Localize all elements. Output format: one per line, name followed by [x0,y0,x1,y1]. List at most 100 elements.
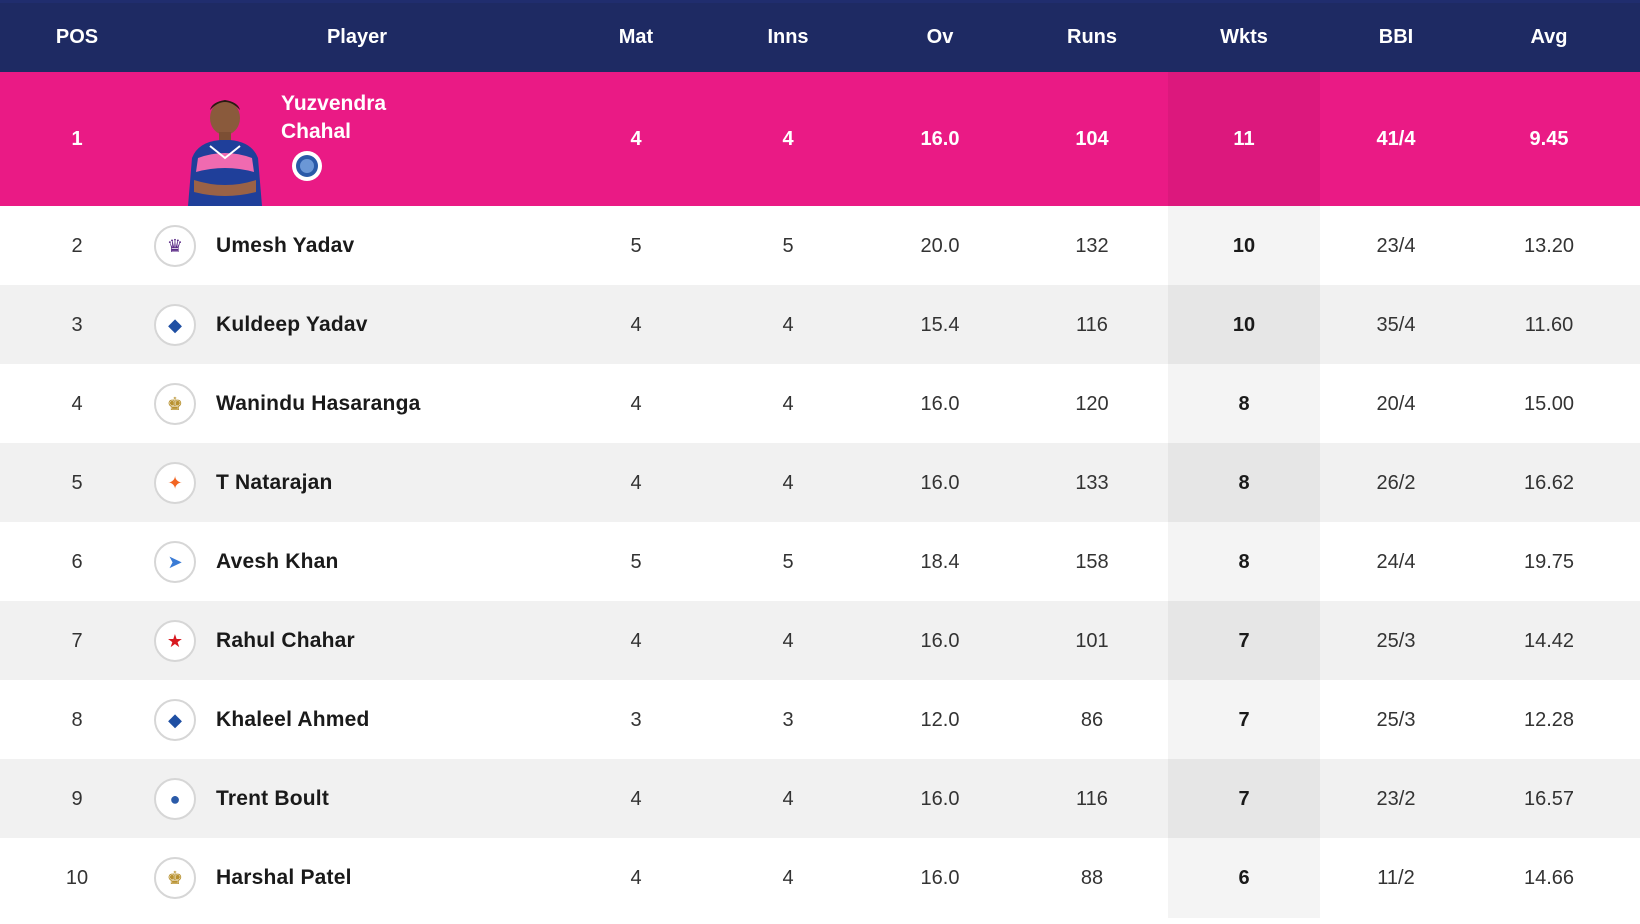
wkts-highlight-band [1168,285,1320,365]
col-header-avg[interactable]: Avg [1530,26,1568,48]
player-cell[interactable]: ♚ Harshal Patel [150,838,590,918]
col-header-player[interactable]: Player [326,26,388,48]
pos-cell: 10 [65,866,89,889]
runs-cell: 133 [1075,471,1109,494]
col-header-pos[interactable]: POS [55,26,99,48]
col-header-inns[interactable]: Inns [767,26,809,48]
avg-cell: 14.42 [1523,629,1575,652]
delhi-capitals-logo-icon: ◆ [154,304,196,346]
player-name[interactable]: Trent Boult [216,787,330,810]
inns-cell: 5 [782,550,794,573]
mat-cell: 4 [630,787,642,810]
player-cell[interactable]: ◆ Kuldeep Yadav [150,285,590,365]
ov-cell: 18.4 [920,550,960,573]
inns-cell: 4 [782,471,794,494]
leader-row[interactable]: 1 Yuzvendra Chahal 4 4 16.0 104 11 41/4 [0,72,1640,206]
player-name[interactable]: Rahul Chahar [216,629,355,652]
player-cell[interactable]: ➤ Avesh Khan [150,522,590,602]
table-row[interactable]: 10 ♚ Harshal Patel 4 4 16.0 88 6 11/2 14.66 [0,838,1640,918]
player-name[interactable]: Wanindu Hasaranga [216,392,421,415]
wkts-cell: 7 [1238,708,1250,731]
table-row[interactable]: 4 ♚ Wanindu Hasaranga 4 4 16.0 120 8 20/4 15.00 [0,364,1640,444]
ov-cell: 16.0 [920,127,960,150]
col-header-bbi[interactable]: BBI [1378,26,1414,48]
punjab-kings-logo-icon: ★ [154,620,196,662]
leader-last-name: Chahal [281,120,352,143]
mat-cell: 4 [630,313,642,336]
runs-cell: 104 [1075,127,1109,150]
col-header-wkts[interactable]: Wkts [1220,26,1268,48]
wkts-cell: 10 [1232,313,1256,336]
wkts-highlight-band [1168,72,1320,206]
ov-cell: 16.0 [920,392,960,415]
runs-cell: 101 [1075,629,1109,652]
player-cell[interactable]: ♚ Wanindu Hasaranga [150,364,590,444]
wkts-highlight-band [1168,680,1320,760]
mat-cell: 4 [630,866,642,889]
player-name[interactable]: Umesh Yadav [216,234,355,257]
wkts-highlight-band [1168,364,1320,444]
wkts-cell: 7 [1238,787,1250,810]
wkts-cell: 11 [1233,127,1255,150]
mat-cell: 5 [630,234,642,257]
table-row[interactable]: 5 ✦ T Natarajan 4 4 16.0 133 8 26/2 16.62 [0,443,1640,523]
pos-cell: 7 [71,629,83,652]
wkts-highlight-band [1168,522,1320,602]
table-row[interactable]: 8 ◆ Khaleel Ahmed 3 3 12.0 86 7 25/3 12.28 [0,680,1640,760]
pos-cell: 1 [71,127,83,150]
player-cell[interactable]: ◆ Khaleel Ahmed [150,680,590,760]
player-name[interactable]: Kuldeep Yadav [216,313,368,336]
ov-cell: 12.0 [920,708,960,731]
wkts-cell: 7 [1238,629,1250,652]
mat-cell: 4 [630,392,642,415]
bbi-cell: 20/4 [1376,392,1416,415]
wkts-highlight-band [1168,759,1320,839]
runs-cell: 116 [1076,787,1108,810]
ov-cell: 20.0 [920,234,960,257]
player-name[interactable]: T Natarajan [216,471,333,494]
player-cell[interactable]: ● Trent Boult [150,759,590,839]
avg-cell: 19.75 [1523,550,1575,573]
pos-cell: 3 [71,313,83,336]
table-row[interactable]: 2 ♛ Umesh Yadav 5 5 20.0 132 10 23/4 13.20 [0,206,1640,286]
bbi-cell: 23/4 [1376,234,1416,257]
player-name[interactable]: Harshal Patel [216,866,352,889]
player-cell[interactable]: ♛ Umesh Yadav [150,206,590,286]
runs-cell: 86 [1080,708,1104,731]
avg-cell: 16.57 [1523,787,1575,810]
table-row[interactable]: 6 ➤ Avesh Khan 5 5 18.4 158 8 24/4 19.75 [0,522,1640,602]
col-header-runs[interactable]: Runs [1067,26,1117,48]
lsg-logo-icon: ➤ [154,541,196,583]
avg-cell: 12.28 [1523,708,1575,731]
player-name[interactable]: Khaleel Ahmed [216,708,370,731]
col-header-mat[interactable]: Mat [618,26,654,48]
pos-cell: 4 [71,392,83,415]
leader-player-name[interactable]: Yuzvendra Chahal [281,90,386,146]
bbi-cell: 41/4 [1376,127,1416,150]
inns-cell: 4 [782,127,794,150]
ov-cell: 16.0 [920,866,960,889]
table-row[interactable]: 7 ★ Rahul Chahar 4 4 16.0 101 7 25/3 14.42 [0,601,1640,681]
col-header-ov[interactable]: Ov [926,26,954,48]
runs-cell: 132 [1075,234,1109,257]
bbi-cell: 24/4 [1376,550,1416,573]
srh-logo-icon: ✦ [154,462,196,504]
wkts-cell: 8 [1238,471,1250,494]
player-cell[interactable]: ★ Rahul Chahar [150,601,590,681]
inns-cell: 4 [782,629,794,652]
rajasthan-royals-logo-icon: ● [154,778,196,820]
mat-cell: 3 [630,708,642,731]
player-photo [188,100,262,206]
player-name[interactable]: Avesh Khan [216,550,339,573]
wkts-cell: 8 [1238,550,1250,573]
player-cell[interactable]: ✦ T Natarajan [150,443,590,523]
wkts-cell: 10 [1232,234,1256,257]
avg-cell: 15.00 [1523,392,1575,415]
bbi-cell: 35/4 [1376,313,1416,336]
pos-cell: 6 [71,550,83,573]
table-row[interactable]: 3 ◆ Kuldeep Yadav 4 4 15.4 116 10 35/4 11.60 [0,285,1640,365]
table-row[interactable]: 9 ● Trent Boult 4 4 16.0 116 7 23/2 16.57 [0,759,1640,839]
avg-cell: 9.45 [1529,127,1569,150]
ov-cell: 16.0 [920,787,960,810]
